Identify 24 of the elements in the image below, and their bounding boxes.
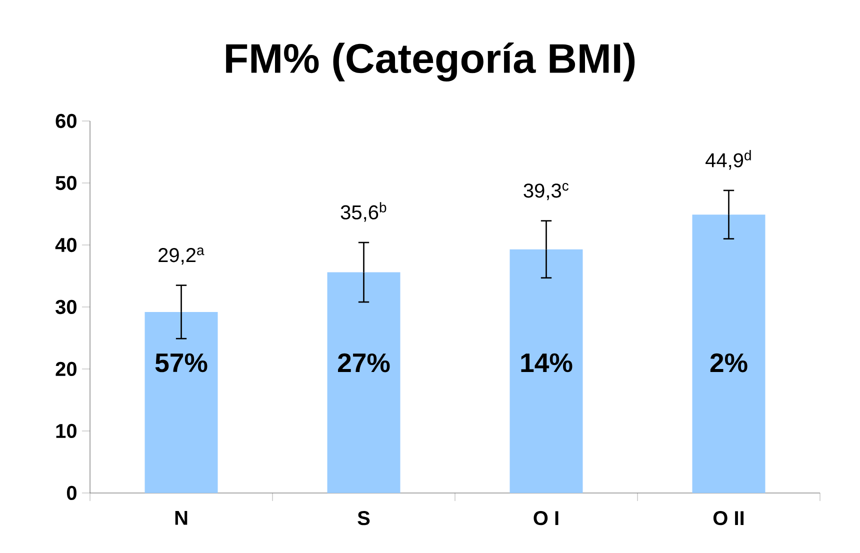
y-tick-label: 10 — [56, 424, 76, 438]
data-label: 29,2$^{a}$ — [158, 248, 204, 265]
annotation: 57% — [155, 353, 208, 372]
x-tick-label: N — [175, 511, 188, 525]
annotation: 27% — [338, 353, 390, 372]
bar — [327, 272, 400, 493]
y-tick-label: 30 — [56, 300, 76, 314]
data-label: 44,9$^{d}$ — [706, 150, 751, 170]
chart-title: FM% (Categoría BMI) — [226, 42, 635, 82]
x-tick-label: O I — [534, 511, 558, 526]
x-tick-label: O II — [713, 511, 744, 526]
y-tick-label: 60 — [56, 114, 76, 128]
y-tick-label: 20 — [56, 362, 76, 376]
x-tick-label: S — [358, 511, 370, 526]
data-label: 35,6$^{b}$ — [340, 202, 386, 222]
annotation: 2% — [710, 353, 748, 372]
y-tick-label: 40 — [55, 238, 76, 252]
bar — [144, 312, 218, 493]
bar — [692, 214, 766, 493]
y-tick-label: 50 — [56, 176, 76, 190]
annotation: 14% — [521, 353, 572, 372]
bar — [510, 249, 583, 493]
y-tick-label: 0 — [66, 486, 76, 500]
data-label: 39,3$^{c}$ — [524, 183, 569, 200]
